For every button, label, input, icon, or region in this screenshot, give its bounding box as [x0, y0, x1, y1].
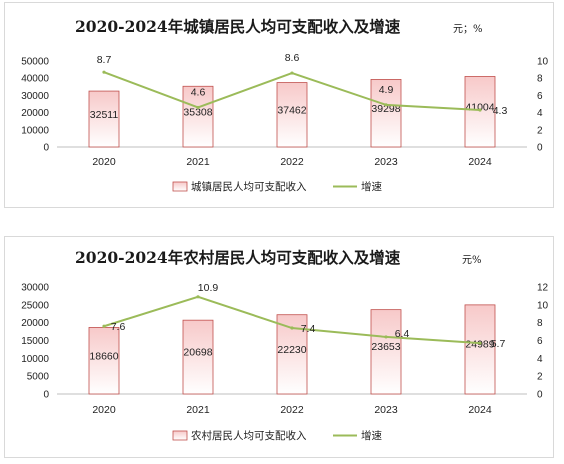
rural-bar-value-label: 20698	[183, 347, 212, 359]
urban-chart-svg: 2020-2024年城镇居民人均可支配收入及增速 元；% 0 10000 20000 30…	[21, 17, 549, 193]
rural-legend-line-label: 增速	[361, 429, 382, 442]
rural-legend-bar-label: 农村居民人均可支配收入	[191, 429, 307, 442]
urban-bar-value-label: 37462	[277, 104, 306, 116]
rural-growth-value-label: 6.4	[395, 328, 410, 340]
urban-category-label: 2021	[186, 156, 210, 168]
rural-growth-value-label: 10.9	[198, 282, 219, 294]
urban-category-label: 2022	[280, 156, 304, 168]
urban-bar-value-label: 32511	[90, 109, 119, 121]
urban-bar	[276, 82, 308, 148]
rural-ytick-right: 10	[537, 300, 549, 311]
urban-growth-value-label: 8.6	[285, 52, 300, 64]
rural-ytick-right: 4	[537, 354, 543, 365]
urban-category-label: 2020	[92, 156, 116, 168]
rural-growth-value-label: 5.7	[491, 338, 506, 350]
rural-income-chart: 2020-2024年农村居民人均可支配收入及增速 元% 0 5000 10000 1500…	[4, 236, 554, 458]
rural-bar-value-label: 22230	[277, 344, 306, 356]
urban-ytick-right: 4	[537, 108, 543, 119]
rural-bar-value-label: 18660	[89, 350, 118, 362]
rural-bar	[88, 327, 120, 395]
rural-ytick-right: 2	[537, 372, 543, 383]
urban-growth-point	[102, 70, 106, 74]
rural-ytick-right: 6	[537, 336, 543, 347]
urban-bar	[370, 79, 402, 148]
rural-growth-point	[102, 324, 106, 328]
urban-legend-line-label: 增速	[361, 180, 382, 193]
rural-ytick-right: 8	[537, 318, 543, 329]
rural-growth-point	[478, 341, 482, 345]
urban-category-label: 2024	[468, 156, 492, 168]
rural-bar-value-label: 23653	[371, 341, 400, 353]
rural-growth-point	[384, 335, 388, 339]
rural-bar	[464, 304, 496, 395]
urban-chart-title: 2020-2024年城镇居民人均可支配收入及增速	[75, 17, 401, 36]
rural-ytick-right: 0	[537, 390, 543, 401]
urban-legend-bar-label: 城镇居民人均可支配收入	[191, 180, 307, 193]
rural-chart-svg: 2020-2024年农村居民人均可支配收入及增速 元% 0 5000 10000 1500…	[21, 248, 549, 442]
urban-growth-point	[290, 71, 294, 75]
urban-bar-value-label: 35308	[183, 106, 212, 118]
rural-bar	[370, 309, 402, 395]
rural-growth-value-label: 7.6	[111, 321, 126, 333]
urban-growth-point	[478, 108, 482, 112]
rural-chart-title: 2020-2024年农村居民人均可支配收入及增速	[75, 248, 401, 267]
urban-category-label: 2023	[374, 156, 398, 168]
urban-ytick-right: 2	[537, 125, 543, 136]
urban-income-chart: 2020-2024年城镇居民人均可支配收入及增速 元；% 0 10000 20000 30…	[4, 2, 554, 208]
urban-ytick-right: 0	[537, 143, 543, 154]
rural-category-label: 2022	[280, 404, 304, 416]
urban-ytick-right: 6	[537, 91, 543, 102]
rural-ytick-left: 5000	[27, 372, 50, 383]
urban-bar	[88, 90, 120, 148]
urban-bar	[182, 85, 214, 148]
urban-ytick-left: 30000	[21, 91, 49, 102]
urban-ytick-left: 20000	[21, 108, 49, 119]
urban-growth-point	[384, 103, 388, 107]
rural-bar	[182, 319, 214, 395]
urban-ytick-left: 40000	[21, 74, 49, 85]
urban-ytick-left: 50000	[21, 57, 49, 68]
rural-legend-bar-swatch	[172, 430, 188, 441]
urban-ytick-left: 0	[43, 143, 49, 154]
urban-growth-value-label: 4.9	[379, 84, 394, 96]
urban-ytick-right: 8	[537, 74, 543, 85]
urban-unit-label: 元；%	[453, 24, 483, 35]
urban-bar	[464, 76, 496, 148]
rural-growth-point	[290, 326, 294, 330]
rural-ytick-left: 25000	[21, 300, 49, 311]
rural-category-label: 2020	[92, 404, 116, 416]
rural-ytick-right: 12	[537, 283, 549, 294]
urban-growth-value-label: 8.7	[97, 54, 112, 66]
rural-ytick-left: 30000	[21, 283, 49, 294]
rural-category-label: 2021	[186, 404, 210, 416]
rural-ytick-left: 20000	[21, 318, 49, 329]
rural-unit-label: 元%	[462, 255, 482, 266]
rural-growth-value-label: 7.4	[301, 323, 316, 335]
rural-category-label: 2024	[468, 404, 492, 416]
rural-growth-point	[196, 295, 200, 299]
rural-category-label: 2023	[374, 404, 398, 416]
urban-ytick-right: 10	[537, 57, 549, 68]
rural-ytick-left: 15000	[21, 336, 49, 347]
urban-ytick-left: 10000	[21, 125, 49, 136]
urban-growth-value-label: 4.6	[191, 86, 206, 98]
urban-legend-bar-swatch	[172, 181, 188, 192]
urban-growth-value-label: 4.3	[493, 105, 508, 117]
rural-ytick-left: 10000	[21, 354, 49, 365]
rural-ytick-left: 0	[43, 390, 49, 401]
urban-growth-point	[196, 105, 200, 110]
